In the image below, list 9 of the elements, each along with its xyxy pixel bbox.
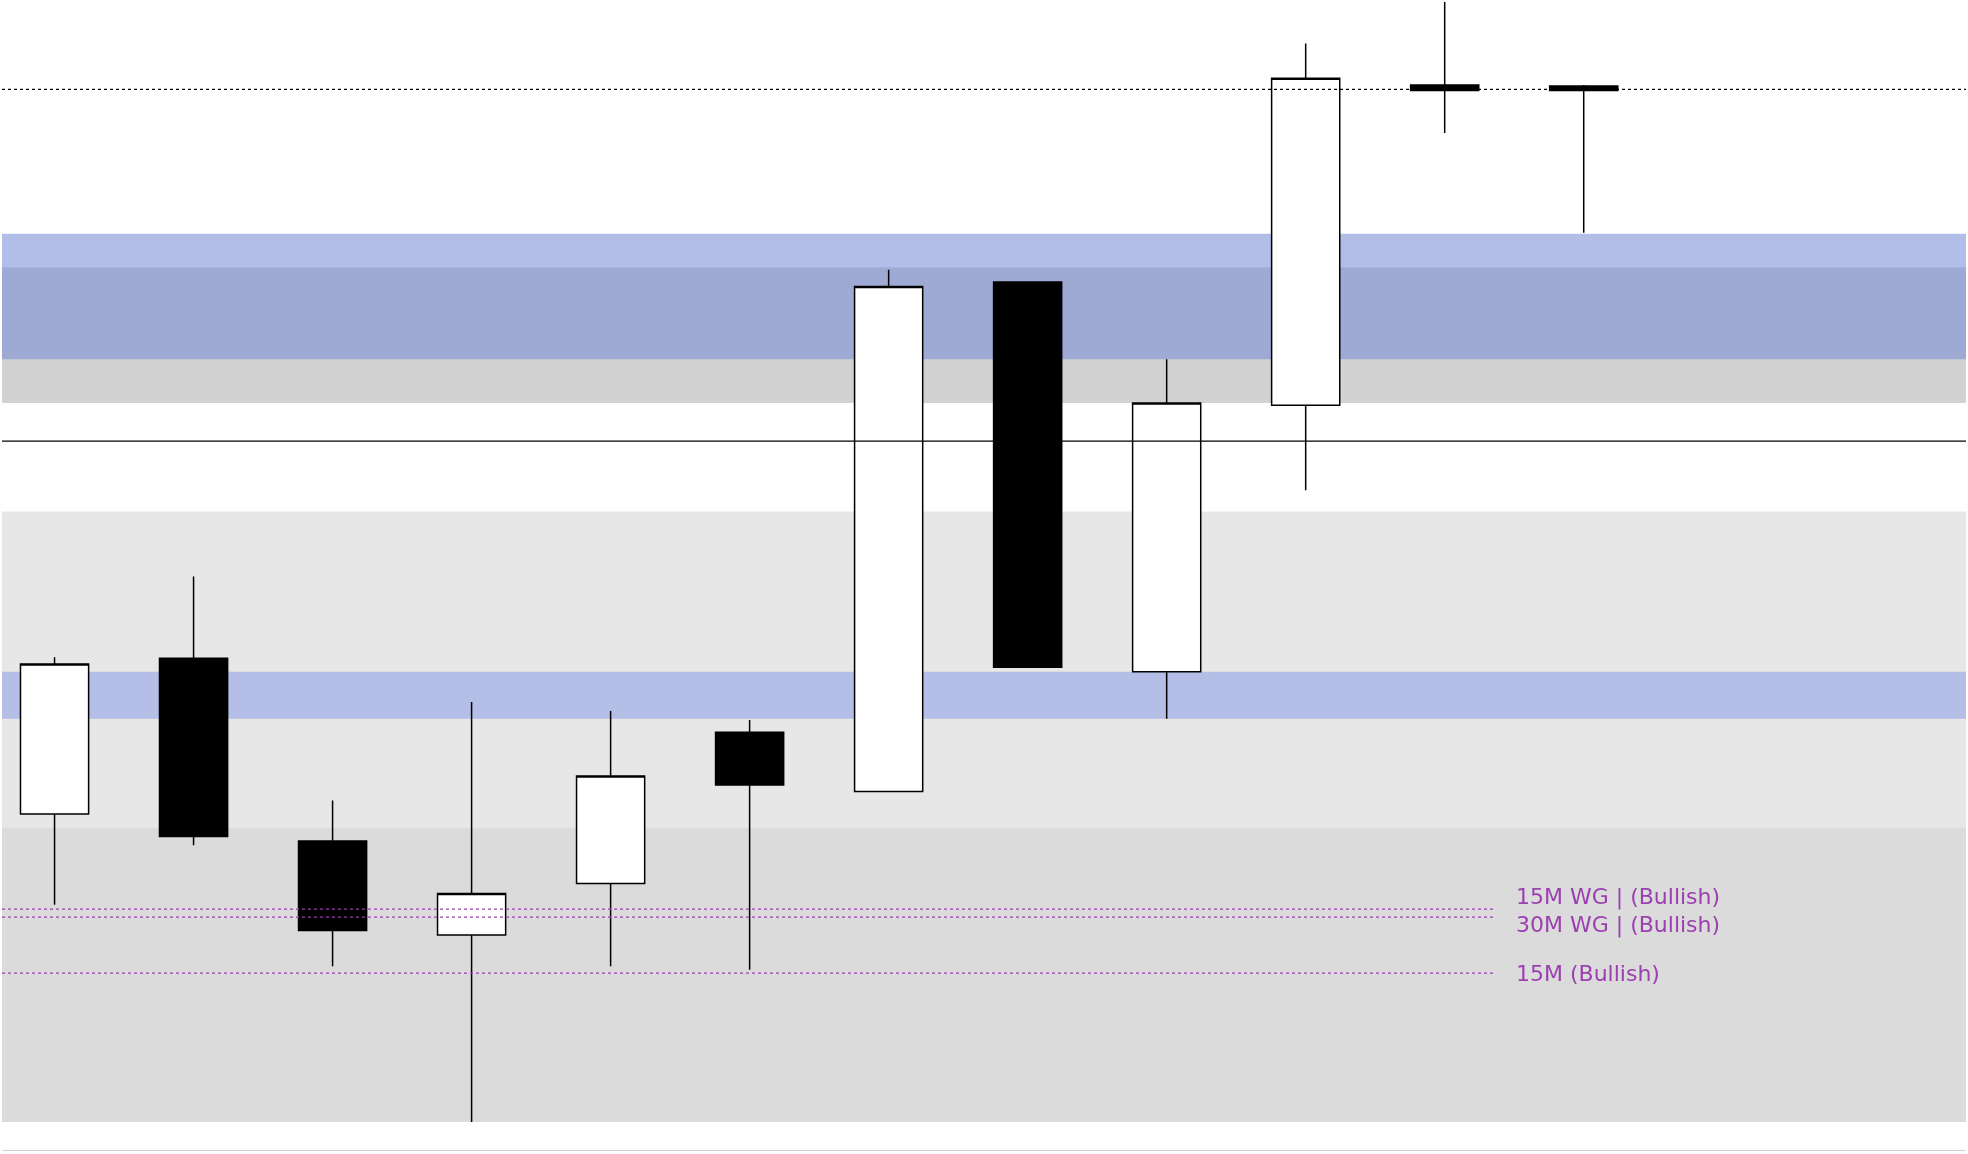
candlestick	[19, 656, 90, 906]
candlestick	[714, 719, 785, 971]
candlestick	[158, 575, 229, 847]
ref-line-label: 15M WG | (Bullish)	[1516, 884, 1721, 910]
ref-line-label: 30M WG | (Bullish)	[1516, 912, 1721, 938]
candlestick	[436, 701, 507, 1123]
ref-line-label: 15M (Bullish)	[1516, 961, 1660, 986]
candlestick	[575, 710, 646, 968]
candlestick	[297, 799, 368, 968]
